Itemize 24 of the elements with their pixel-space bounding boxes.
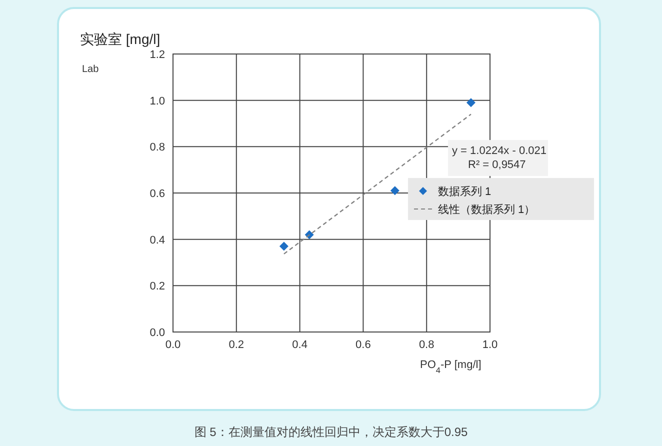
x-tick-label: 1.0: [482, 339, 498, 351]
y-axis-title: 实验室 [mg/l]: [80, 31, 160, 47]
y-tick-label: 0.2: [150, 280, 165, 293]
point: [279, 242, 288, 251]
x-axis-title: PO$_{4}$-P [mg/l]: [420, 359, 482, 374]
legend-label: 线性（数据系列 1）: [438, 203, 536, 216]
point: [466, 98, 476, 108]
x-tick-label: 0.8: [418, 339, 434, 351]
x-tick-label: 0.4: [292, 339, 308, 351]
x-tick-label: 0.0: [165, 339, 181, 351]
legend-label: 数据系列 1: [438, 185, 492, 198]
y-tick-label: 1.2: [150, 49, 165, 61]
x-tick-label: 0.2: [228, 339, 244, 351]
annotation: y = 1.0224x - 0.021: [452, 145, 546, 157]
y-tick-label: 0.4: [150, 234, 165, 246]
text: Lab: [82, 64, 100, 75]
y-tick-label: 0.6: [150, 188, 165, 200]
y-tick-label: 0.0: [150, 327, 165, 339]
y-tick-label: 1.0: [150, 95, 165, 108]
x-tick-label: 0.6: [356, 339, 371, 351]
point: [390, 186, 400, 196]
caption: 图 5：在测量值对的线性回归中，决定系数大于0.95: [194, 425, 468, 439]
annotation: R² = 0,9547: [468, 159, 526, 171]
y-tick-label: 0.8: [150, 142, 165, 154]
